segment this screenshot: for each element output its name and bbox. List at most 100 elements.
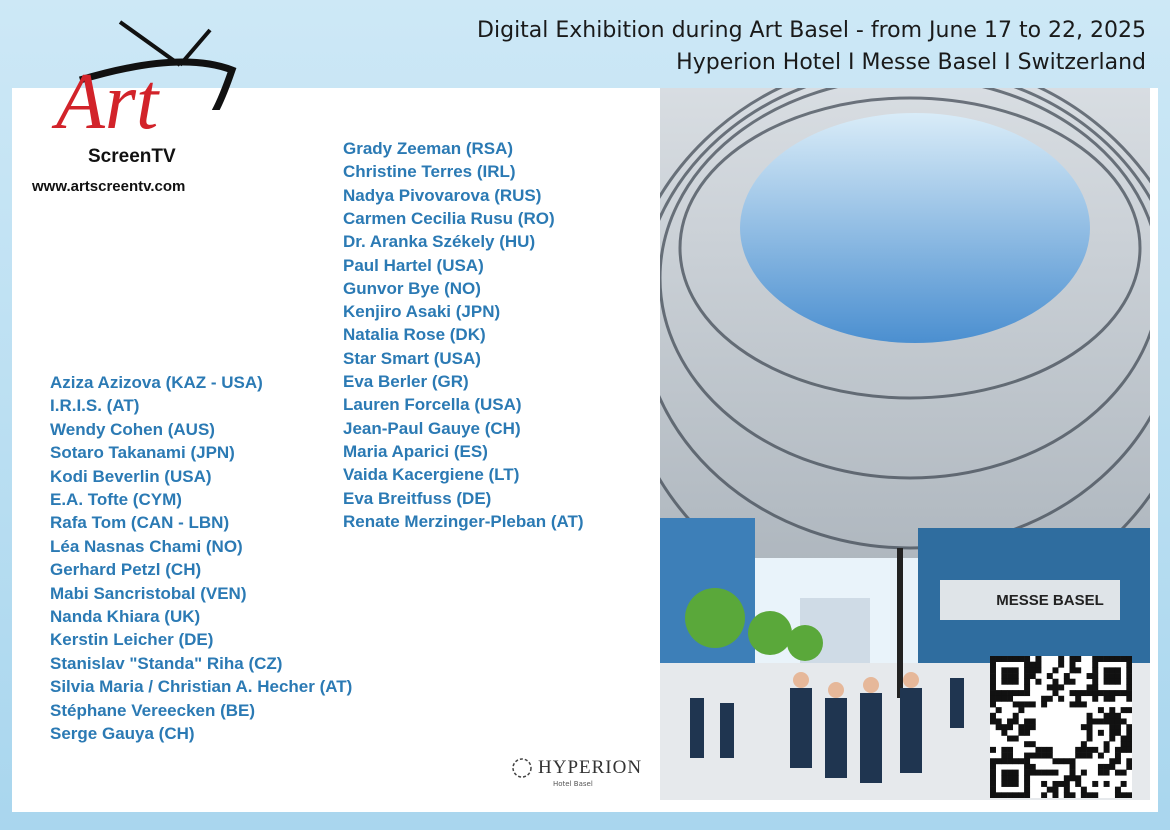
header-line: Hyperion Hotel I Messe Basel I Switzerla… [676, 50, 1146, 75]
qr-module [1103, 780, 1110, 787]
qr-module [1063, 673, 1070, 680]
qr-module [1007, 673, 1014, 680]
artist-name: Aziza Azizova (KAZ - USA) [50, 373, 263, 392]
qr-module [1092, 667, 1099, 674]
qr-module [1012, 701, 1019, 708]
artist-name: Lauren Forcella (USA) [343, 395, 522, 415]
qr-module [995, 707, 1002, 714]
artist-name: Stanislav "Standa" Riha (CZ) [50, 653, 283, 673]
artist-name: Kerstin Leicher (DE) [50, 630, 214, 650]
qr-module [990, 786, 996, 793]
qr-module [1046, 695, 1053, 702]
qr-module [1109, 729, 1116, 736]
qr-module [1126, 667, 1132, 674]
qr-module [1092, 684, 1099, 691]
qr-module [1035, 746, 1042, 753]
qr-module [1024, 752, 1031, 759]
qr-module [1080, 752, 1087, 759]
qr-module [1114, 718, 1121, 725]
qr-module [1007, 746, 1014, 753]
qr-module [1046, 746, 1053, 753]
qr-module [1012, 775, 1019, 782]
artist-name: Vaida Kacergiene (LT) [343, 465, 520, 485]
qr-module [1041, 780, 1048, 787]
qr-module [1018, 724, 1025, 731]
qr-module [1126, 729, 1132, 736]
qr-module [1080, 769, 1087, 776]
qr-module [1052, 780, 1059, 787]
qr-module [1007, 667, 1014, 674]
qr-module [1092, 690, 1099, 697]
qr-module [995, 718, 1002, 725]
qr-module [1075, 656, 1082, 662]
qr-module [995, 792, 1002, 798]
qr-module [1126, 758, 1132, 765]
qr-module [1007, 718, 1014, 725]
qr-module [1041, 746, 1048, 753]
qr-module [1109, 763, 1116, 770]
qr-module [1007, 690, 1014, 697]
qr-module [990, 769, 996, 776]
qr-module [1001, 667, 1008, 674]
qr-module [1052, 792, 1059, 798]
qr-module [1086, 673, 1093, 680]
qr-module [1052, 690, 1059, 697]
qr-module [1120, 707, 1127, 714]
qr-module [1069, 701, 1076, 708]
qr-module [1114, 678, 1121, 685]
qr-module [1012, 712, 1019, 719]
qr-module [990, 690, 996, 697]
artist-name: Christine Terres (IRL) [343, 162, 516, 182]
qr-module [1114, 786, 1121, 793]
qr-module [1069, 678, 1076, 685]
qr-module [1126, 735, 1132, 742]
qr-module [1058, 684, 1065, 691]
qr-module [1092, 746, 1099, 753]
logo-brand: Art [56, 58, 159, 146]
artist-name: Kodi Beverlin (USA) [50, 466, 212, 486]
qr-module [1114, 729, 1121, 736]
qr-module [1058, 780, 1065, 787]
qr-module [1024, 758, 1031, 765]
qr-module [1120, 780, 1127, 787]
qr-module [1029, 741, 1036, 748]
artist-name: Mabi Sancristobal (VEN) [50, 583, 247, 603]
qr-module [1103, 769, 1110, 776]
qr-module [1018, 690, 1025, 697]
qr-module [990, 661, 996, 668]
qr-module [1120, 656, 1127, 662]
qr-module [995, 758, 1002, 765]
header-line: Digital Exhibition during Art Basel - fr… [477, 18, 1146, 43]
qr-module [1126, 741, 1132, 748]
artist-name: Eva Breitfuss (DE) [343, 488, 492, 508]
qr-module [1012, 780, 1019, 787]
qr-module [1080, 701, 1087, 708]
qr-module [1035, 667, 1042, 674]
artist-name: Star Smart (USA) [343, 348, 481, 368]
qr-module [1114, 667, 1121, 674]
qr-module [1126, 661, 1132, 668]
qr-module [990, 763, 996, 770]
artist-name: Grady Zeeman (RSA) [343, 139, 514, 158]
artist-name: Jean-Paul Gauye (CH) [343, 418, 521, 438]
qr-module [1012, 718, 1019, 725]
artist-name: Nadya Pivovarova (RUS) [343, 185, 542, 205]
qr-module [1069, 667, 1076, 674]
qr-module [1012, 758, 1019, 765]
qr-module [1052, 684, 1059, 691]
qr-module [1001, 690, 1008, 697]
qr-module [1092, 673, 1099, 680]
qr-module [1001, 678, 1008, 685]
qr-module [1012, 656, 1019, 662]
qr-module [1069, 656, 1076, 662]
qr-module [1120, 735, 1127, 742]
qr-module [1041, 769, 1048, 776]
qr-module [1029, 667, 1036, 674]
qr-module [1109, 712, 1116, 719]
qr-module [990, 678, 996, 685]
qr-module [1052, 786, 1059, 793]
artist-name: Sotaro Takanami (JPN) [50, 443, 235, 463]
qr-module [1018, 707, 1025, 714]
qr-module [1029, 673, 1036, 680]
qr-module [1126, 746, 1132, 753]
